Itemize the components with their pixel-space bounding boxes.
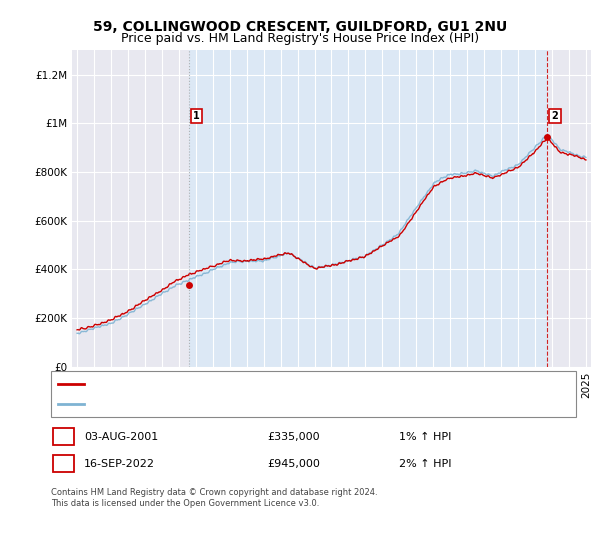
Text: £335,000: £335,000 — [267, 432, 320, 442]
Text: 2% ↑ HPI: 2% ↑ HPI — [399, 459, 451, 469]
Text: 1% ↑ HPI: 1% ↑ HPI — [399, 432, 451, 442]
Text: 59, COLLINGWOOD CRESCENT, GUILDFORD, GU1 2NU (detached house): 59, COLLINGWOOD CRESCENT, GUILDFORD, GU1… — [88, 379, 465, 389]
Text: 2: 2 — [60, 459, 67, 469]
Text: 1: 1 — [60, 432, 67, 442]
Text: 59, COLLINGWOOD CRESCENT, GUILDFORD, GU1 2NU: 59, COLLINGWOOD CRESCENT, GUILDFORD, GU1… — [93, 20, 507, 34]
Text: Contains HM Land Registry data © Crown copyright and database right 2024.
This d: Contains HM Land Registry data © Crown c… — [51, 488, 377, 508]
Text: HPI: Average price, detached house, Guildford: HPI: Average price, detached house, Guil… — [88, 399, 329, 409]
Text: 2: 2 — [551, 111, 558, 121]
Text: £945,000: £945,000 — [267, 459, 320, 469]
Text: Price paid vs. HM Land Registry's House Price Index (HPI): Price paid vs. HM Land Registry's House … — [121, 32, 479, 45]
Text: 16-SEP-2022: 16-SEP-2022 — [84, 459, 155, 469]
Text: 03-AUG-2001: 03-AUG-2001 — [84, 432, 158, 442]
Text: 1: 1 — [193, 111, 200, 121]
Bar — [189, 50, 547, 367]
